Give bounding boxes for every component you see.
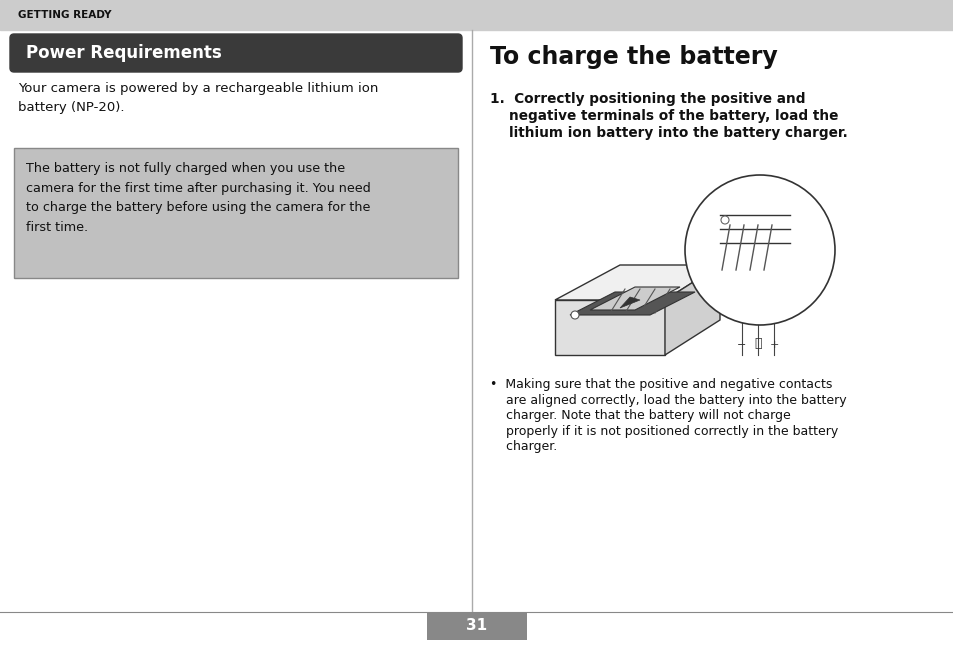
Text: Your camera is powered by a rechargeable lithium ion
battery (NP-20).: Your camera is powered by a rechargeable… [18,82,378,114]
Circle shape [684,175,834,325]
Bar [0,0,953,30]
Polygon shape [555,265,720,300]
Text: 31: 31 [466,618,487,634]
Text: properly if it is not positioned correctly in the battery: properly if it is not positioned correct… [490,424,838,437]
Text: The battery is not fully charged when you use the
camera for the first time afte: The battery is not fully charged when yo… [26,162,371,233]
Text: GETTING READY: GETTING READY [18,10,112,20]
Circle shape [720,216,728,224]
Text: Ⓣ: Ⓣ [754,337,760,350]
Polygon shape [619,297,639,308]
Text: •  Making sure that the positive and negative contacts: • Making sure that the positive and nega… [490,378,832,391]
Text: 1.  Correctly positioning the positive and: 1. Correctly positioning the positive an… [490,92,804,106]
Polygon shape [555,300,664,355]
Text: are aligned correctly, load the battery into the battery: are aligned correctly, load the battery … [490,393,845,406]
Bar [14,148,457,278]
FancyBboxPatch shape [10,34,461,72]
Polygon shape [569,292,695,315]
Text: lithium ion battery into the battery charger.: lithium ion battery into the battery cha… [490,126,847,140]
Text: −: − [737,340,746,350]
Text: +: + [768,340,778,350]
Circle shape [571,311,578,319]
Text: negative terminals of the battery, load the: negative terminals of the battery, load … [490,109,838,123]
Text: Power Requirements: Power Requirements [26,44,221,62]
Polygon shape [664,265,720,355]
Text: charger. Note that the battery will not charge: charger. Note that the battery will not … [490,409,790,422]
Text: To charge the battery: To charge the battery [490,45,777,69]
Bar [427,612,526,640]
Text: charger.: charger. [490,440,557,453]
Polygon shape [589,287,679,310]
